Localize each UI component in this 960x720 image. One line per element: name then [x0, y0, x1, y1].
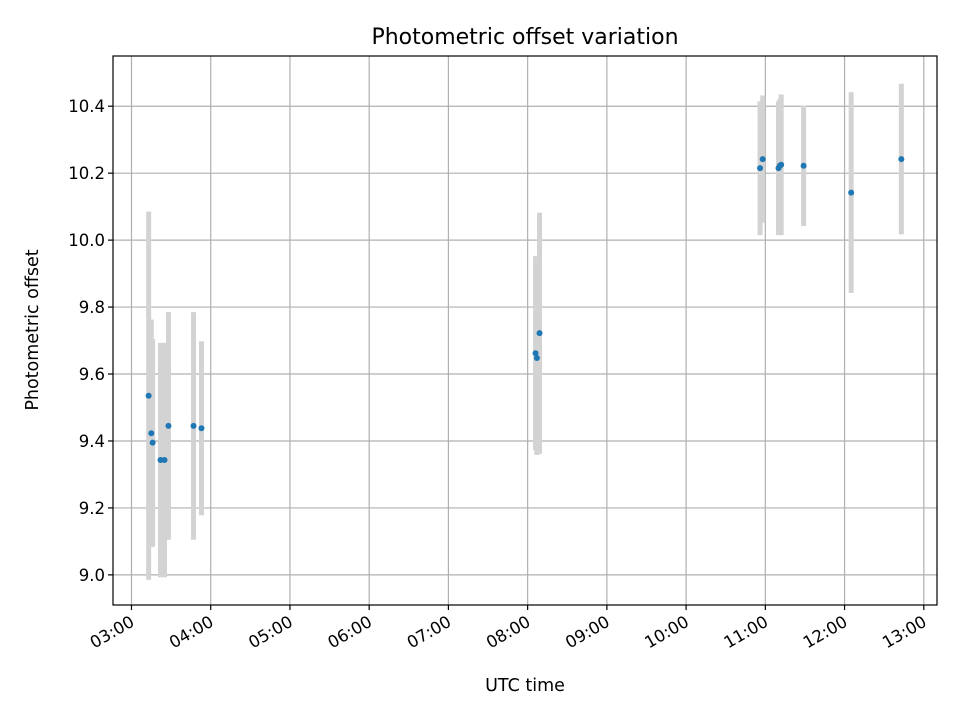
data-point — [148, 430, 155, 437]
y-tick-label: 10.4 — [68, 97, 105, 116]
data-point — [536, 330, 543, 337]
plot-frame — [112, 55, 938, 606]
x-tick-label: 10:00 — [641, 612, 692, 652]
x-axis-label: UTC time — [485, 676, 565, 696]
data-point — [778, 161, 785, 168]
data-point — [161, 457, 168, 464]
y-tick-label: 10.2 — [68, 164, 105, 183]
x-tick-label: 13:00 — [879, 612, 930, 652]
x-tick-label: 11:00 — [721, 612, 772, 652]
y-tick-label: 10.0 — [68, 231, 105, 250]
x-tick-label: 06:00 — [324, 612, 375, 652]
data-point — [848, 189, 855, 196]
y-tick-label: 9.0 — [79, 566, 105, 585]
data-point — [800, 162, 807, 169]
y-tick-label: 9.8 — [79, 298, 105, 317]
data-point — [165, 422, 172, 429]
x-tick-label: 08:00 — [483, 612, 534, 652]
y-tick-label: 9.4 — [79, 432, 105, 451]
x-tick-label: 04:00 — [166, 612, 217, 652]
x-axis-ticks: 03:00 04:00 05:00 06:00 07:00 08:00 09:00 10:00… — [87, 605, 930, 652]
x-tick-label: 09:00 — [562, 612, 613, 652]
y-tick-label: 9.2 — [79, 499, 105, 518]
data-point — [533, 354, 540, 361]
chart-title: Photometric offset variation — [371, 25, 678, 50]
data-points — [145, 156, 905, 464]
grid-layer — [113, 56, 937, 605]
data-point — [759, 156, 766, 163]
x-tick-label: 07:00 — [404, 612, 455, 652]
x-tick-label: 05:00 — [245, 612, 296, 652]
data-point — [149, 439, 156, 446]
data-point — [532, 350, 539, 357]
error-bars — [146, 83, 904, 580]
x-tick-label: 12:00 — [800, 612, 851, 652]
data-point — [757, 165, 764, 172]
y-axis-label: Photometric offset — [23, 249, 43, 410]
data-point — [190, 422, 197, 429]
x-tick-label: 03:00 — [87, 612, 138, 652]
y-axis-ticks: 9.0 9.2 9.4 9.6 9.8 10.0 10.2 10.4 — [68, 97, 113, 585]
data-point — [145, 392, 152, 399]
data-point — [198, 425, 205, 432]
y-tick-label: 9.6 — [79, 365, 105, 384]
data-point — [898, 156, 905, 163]
